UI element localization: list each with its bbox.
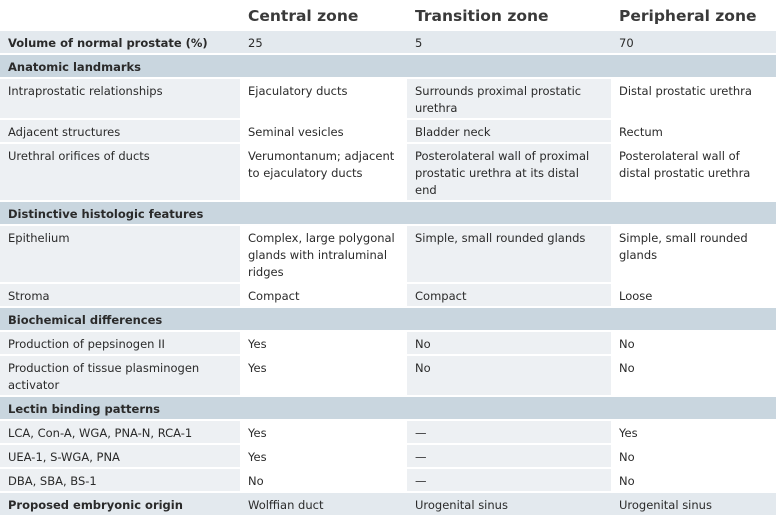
cell: Compact — [240, 283, 407, 308]
cell: — — [407, 468, 611, 493]
cell: Yes — [240, 331, 407, 356]
row: Proposed embryonic origin Wolffian duct Ur… — [0, 492, 776, 517]
row-label: Production of tissue plasminogen activat… — [0, 355, 240, 397]
cell: Urogenital sinus — [611, 492, 776, 517]
cell: Yes — [240, 444, 407, 469]
row: Adjacent structures Seminal vesicles Bladd… — [0, 119, 776, 144]
column-header: Peripheral zone — [611, 0, 776, 31]
cell: 25 — [240, 30, 407, 55]
row-label: Adjacent structures — [0, 119, 240, 144]
row: Production of tissue plasminogen activat… — [0, 355, 776, 397]
header-row: Central zone Transition zone Peripheral zo… — [0, 0, 776, 31]
header-blank — [0, 0, 240, 31]
cell: 5 — [407, 30, 611, 55]
section-heading: Lectin binding patterns — [0, 396, 776, 421]
cell: Yes — [240, 355, 407, 397]
cell: No — [407, 355, 611, 397]
row-label: Intraprostatic relationships — [0, 78, 240, 120]
row: Stroma Compact Compact Loose — [0, 283, 776, 308]
cell: Simple, small rounded glands — [611, 225, 776, 284]
cell: Posterolateral wall of distal prostatic … — [611, 143, 776, 202]
row-label: Volume of normal prostate (%) — [0, 30, 240, 55]
cell: Urogenital sinus — [407, 492, 611, 517]
row: UEA-1, S-WGA, PNA Yes — No — [0, 444, 776, 469]
row-label: LCA, Con-A, WGA, PNA-N, RCA-1 — [0, 420, 240, 445]
cell: Compact — [407, 283, 611, 308]
cell: 70 — [611, 30, 776, 55]
cell: Seminal vesicles — [240, 119, 407, 144]
cell: Ejaculatory ducts — [240, 78, 407, 120]
cell: — — [407, 444, 611, 469]
cell: Verumontanum; adjacent to ejaculatory du… — [240, 143, 407, 202]
row-label: DBA, SBA, BS-1 — [0, 468, 240, 493]
column-header: Transition zone — [407, 0, 611, 31]
row: Distinctive histologic features — [0, 201, 776, 226]
row: Intraprostatic relationships Ejaculatory … — [0, 78, 776, 120]
cell: — — [407, 420, 611, 445]
row-label: Urethral orifices of ducts — [0, 143, 240, 202]
cell: Distal prostatic urethra — [611, 78, 776, 120]
row: Epithelium Complex, large polygonal gland… — [0, 225, 776, 284]
row-label: Epithelium — [0, 225, 240, 284]
cell: Bladder neck — [407, 119, 611, 144]
row: Production of pepsinogen II Yes No No — [0, 331, 776, 356]
row: DBA, SBA, BS-1 No — No — [0, 468, 776, 493]
cell: Yes — [240, 420, 407, 445]
cell: No — [611, 444, 776, 469]
row: Lectin binding patterns — [0, 396, 776, 421]
cell: Loose — [611, 283, 776, 308]
column-header: Central zone — [240, 0, 407, 31]
section-heading: Distinctive histologic features — [0, 201, 776, 226]
cell: Surrounds proximal prostatic urethra — [407, 78, 611, 120]
cell: No — [407, 331, 611, 356]
cell: No — [611, 468, 776, 493]
row-label: Proposed embryonic origin — [0, 492, 240, 517]
row-label: Stroma — [0, 283, 240, 308]
cell: Simple, small rounded glands — [407, 225, 611, 284]
row: LCA, Con-A, WGA, PNA-N, RCA-1 Yes — Yes — [0, 420, 776, 445]
cell: Rectum — [611, 119, 776, 144]
cell: Wolffian duct — [240, 492, 407, 517]
row: Biochemical differences — [0, 307, 776, 332]
section-heading: Anatomic landmarks — [0, 54, 776, 79]
table-body: Volume of normal prostate (%) 25 5 70 Anatom… — [0, 30, 776, 517]
cell: No — [240, 468, 407, 493]
row-label: Production of pepsinogen II — [0, 331, 240, 356]
row: Urethral orifices of ducts Verumontanum; … — [0, 143, 776, 202]
row: Anatomic landmarks — [0, 54, 776, 79]
row-label: UEA-1, S-WGA, PNA — [0, 444, 240, 469]
section-heading: Biochemical differences — [0, 307, 776, 332]
cell: Yes — [611, 420, 776, 445]
row: Volume of normal prostate (%) 25 5 70 — [0, 30, 776, 55]
cell: No — [611, 355, 776, 397]
cell: Posterolateral wall of proximal prostati… — [407, 143, 611, 202]
cell: No — [611, 331, 776, 356]
cell: Complex, large polygonal glands with int… — [240, 225, 407, 284]
